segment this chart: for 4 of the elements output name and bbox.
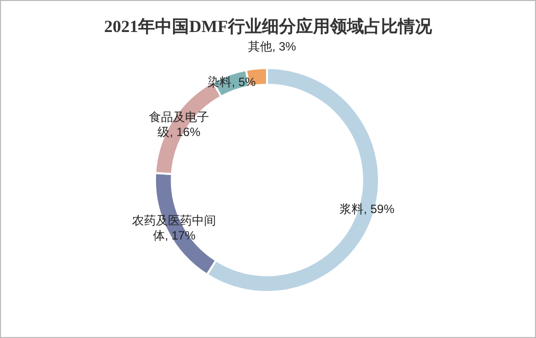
slice-label: 其他, 3% — [248, 40, 296, 54]
slice-label: 浆料, 59% — [340, 202, 395, 216]
chart-title: 2021年中国DMF行业细分应用领域占比情况 — [104, 17, 433, 36]
slice-label: 食品及电子级, 16% — [149, 110, 210, 140]
